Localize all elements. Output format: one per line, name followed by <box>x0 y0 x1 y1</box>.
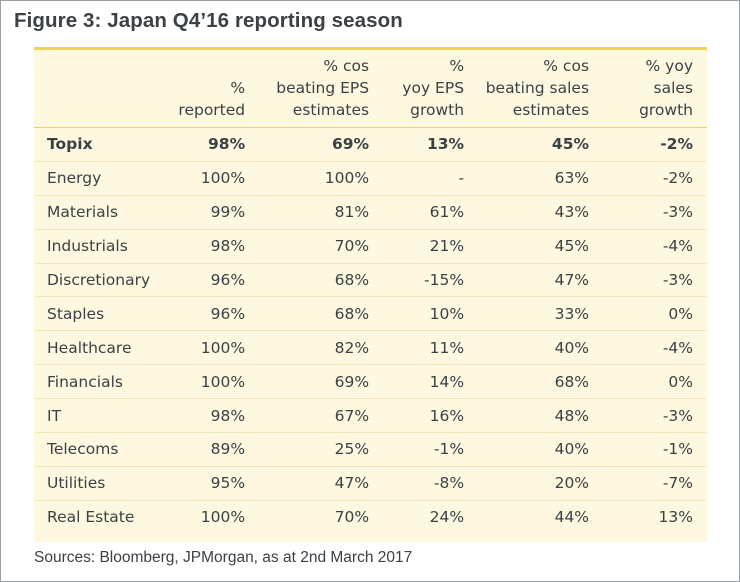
table-row: IT 98% 67% 16% 48% -3% <box>34 399 707 433</box>
header-sales-growth: % yoy sales growth <box>639 57 693 119</box>
sector-cell: Healthcare <box>47 338 132 357</box>
sector-cell: Real Estate <box>47 508 135 527</box>
sales-growth-cell: -4% <box>662 237 693 256</box>
sector-cell: Staples <box>47 304 105 323</box>
sales-growth-cell: -2% <box>662 169 693 188</box>
beat-eps-cell: 68% <box>334 271 370 289</box>
beat-sales-cell: 44% <box>554 508 590 527</box>
reported-cell: 100% <box>200 169 246 188</box>
eps-growth-cell: 13% <box>426 135 465 154</box>
table-row: Real Estate 100% 70% 24% 44% 13% <box>34 500 707 533</box>
sales-growth-cell: -1% <box>662 440 693 459</box>
beat-sales-cell: 45% <box>551 135 590 154</box>
beat-eps-cell: 70% <box>334 237 370 256</box>
beat-eps-cell: 81% <box>334 203 370 222</box>
sales-growth-cell: -3% <box>662 271 693 289</box>
header-beating-eps: % cos beating EPS estimates <box>276 57 370 119</box>
reported-cell: 100% <box>200 508 246 527</box>
beat-sales-cell: 20% <box>554 474 590 493</box>
table-row: Industrials 98% 70% 21% 45% -4% <box>34 229 707 264</box>
table-row: Discretionary 96% 68% -15% 47% -3% <box>34 263 707 297</box>
table-row: Telecoms 89% 25% -1% 40% -1% <box>34 433 707 467</box>
eps-growth-cell: 21% <box>429 237 465 256</box>
beat-sales-cell: 40% <box>554 440 590 459</box>
sales-growth-cell: -3% <box>662 406 693 425</box>
sector-cell: Energy <box>47 169 102 188</box>
beat-sales-cell: 63% <box>554 169 590 188</box>
beat-eps-cell: 69% <box>331 135 370 154</box>
beat-eps-cell: 68% <box>334 304 370 323</box>
header-row: % reported % cos beating EPS estimates %… <box>34 51 707 128</box>
sales-growth-cell: -7% <box>662 474 693 493</box>
figure-title: Figure 3: Japan Q4’16 reporting season <box>14 9 403 32</box>
reported-cell: 100% <box>200 338 246 357</box>
beat-sales-cell: 43% <box>554 203 590 222</box>
sales-growth-cell: -3% <box>662 203 693 222</box>
header-eps-growth: % yoy EPS growth <box>402 57 465 119</box>
reported-cell: 98% <box>210 237 246 256</box>
eps-growth-cell: 14% <box>429 372 465 391</box>
beat-eps-cell: 47% <box>334 474 370 493</box>
sector-cell: Utilities <box>47 474 106 493</box>
table-row: Financials 100% 69% 14% 68% 0% <box>34 365 707 399</box>
sales-growth-cell: 13% <box>658 508 693 527</box>
table-body: Topix 98% 69% 13% 45% -2% Energy 100% 100% - 63% -2… <box>34 128 707 534</box>
beat-sales-cell: 40% <box>554 338 590 357</box>
reported-cell: 95% <box>210 474 246 493</box>
table-row: Staples 96% 68% 10% 33% 0% <box>34 297 707 331</box>
sales-growth-cell: 0% <box>668 372 693 391</box>
eps-growth-cell: 11% <box>429 338 465 357</box>
sector-cell: Materials <box>47 203 119 222</box>
beat-eps-cell: 70% <box>334 508 370 527</box>
beat-eps-cell: 67% <box>334 406 370 425</box>
beat-sales-cell: 45% <box>554 237 590 256</box>
table-row: Utilities 95% 47% -8% 20% -7% <box>34 466 707 501</box>
beat-eps-cell: 69% <box>334 372 370 391</box>
eps-growth-cell: -1% <box>433 440 465 459</box>
reported-cell: 96% <box>210 271 246 289</box>
eps-growth-cell: -8% <box>433 474 465 493</box>
header-sector <box>34 51 164 128</box>
beat-sales-cell: 47% <box>554 271 590 289</box>
beat-sales-cell: 33% <box>554 304 590 323</box>
sales-growth-cell: -4% <box>662 338 693 357</box>
eps-growth-cell: -15% <box>424 271 465 289</box>
sector-cell: Topix <box>47 135 93 154</box>
eps-growth-cell: 16% <box>429 406 465 425</box>
table-row: Materials 99% 81% 61% 43% -3% <box>34 195 707 230</box>
table-panel <box>34 47 707 542</box>
header-reported: % reported <box>178 79 246 119</box>
beat-eps-cell: 100% <box>324 169 370 188</box>
sector-cell: Financials <box>47 372 123 391</box>
sector-cell: Industrials <box>47 237 128 256</box>
source-note: Sources: Bloomberg, JPMorgan, as at 2nd … <box>34 549 413 566</box>
reported-cell: 100% <box>200 372 246 391</box>
sales-growth-cell: 0% <box>668 304 693 323</box>
reported-cell: 96% <box>210 304 246 323</box>
eps-growth-cell: 61% <box>429 203 465 222</box>
beat-eps-cell: 25% <box>334 440 370 459</box>
sector-cell: Telecoms <box>47 440 119 459</box>
header-beating-sales: % cos beating sales estimates <box>485 57 590 119</box>
eps-growth-cell: - <box>458 169 465 188</box>
table-row: Healthcare 100% 82% 11% 40% -4% <box>34 331 707 365</box>
reported-cell: 98% <box>210 406 246 425</box>
sector-cell: IT <box>47 406 62 425</box>
beat-sales-cell: 68% <box>554 372 590 391</box>
sector-cell: Discretionary <box>47 271 151 289</box>
beat-eps-cell: 82% <box>334 338 370 357</box>
table-row: Topix 98% 69% 13% 45% -2% <box>34 128 707 162</box>
reporting-season-table: % reported % cos beating EPS estimates %… <box>34 51 707 534</box>
reported-cell: 98% <box>208 135 246 154</box>
beat-sales-cell: 48% <box>554 406 590 425</box>
reported-cell: 99% <box>210 203 246 222</box>
eps-growth-cell: 24% <box>429 508 465 527</box>
sales-growth-cell: -2% <box>660 135 693 154</box>
table-row: Energy 100% 100% - 63% -2% <box>34 161 707 196</box>
eps-growth-cell: 10% <box>429 304 465 323</box>
reported-cell: 89% <box>210 440 246 459</box>
